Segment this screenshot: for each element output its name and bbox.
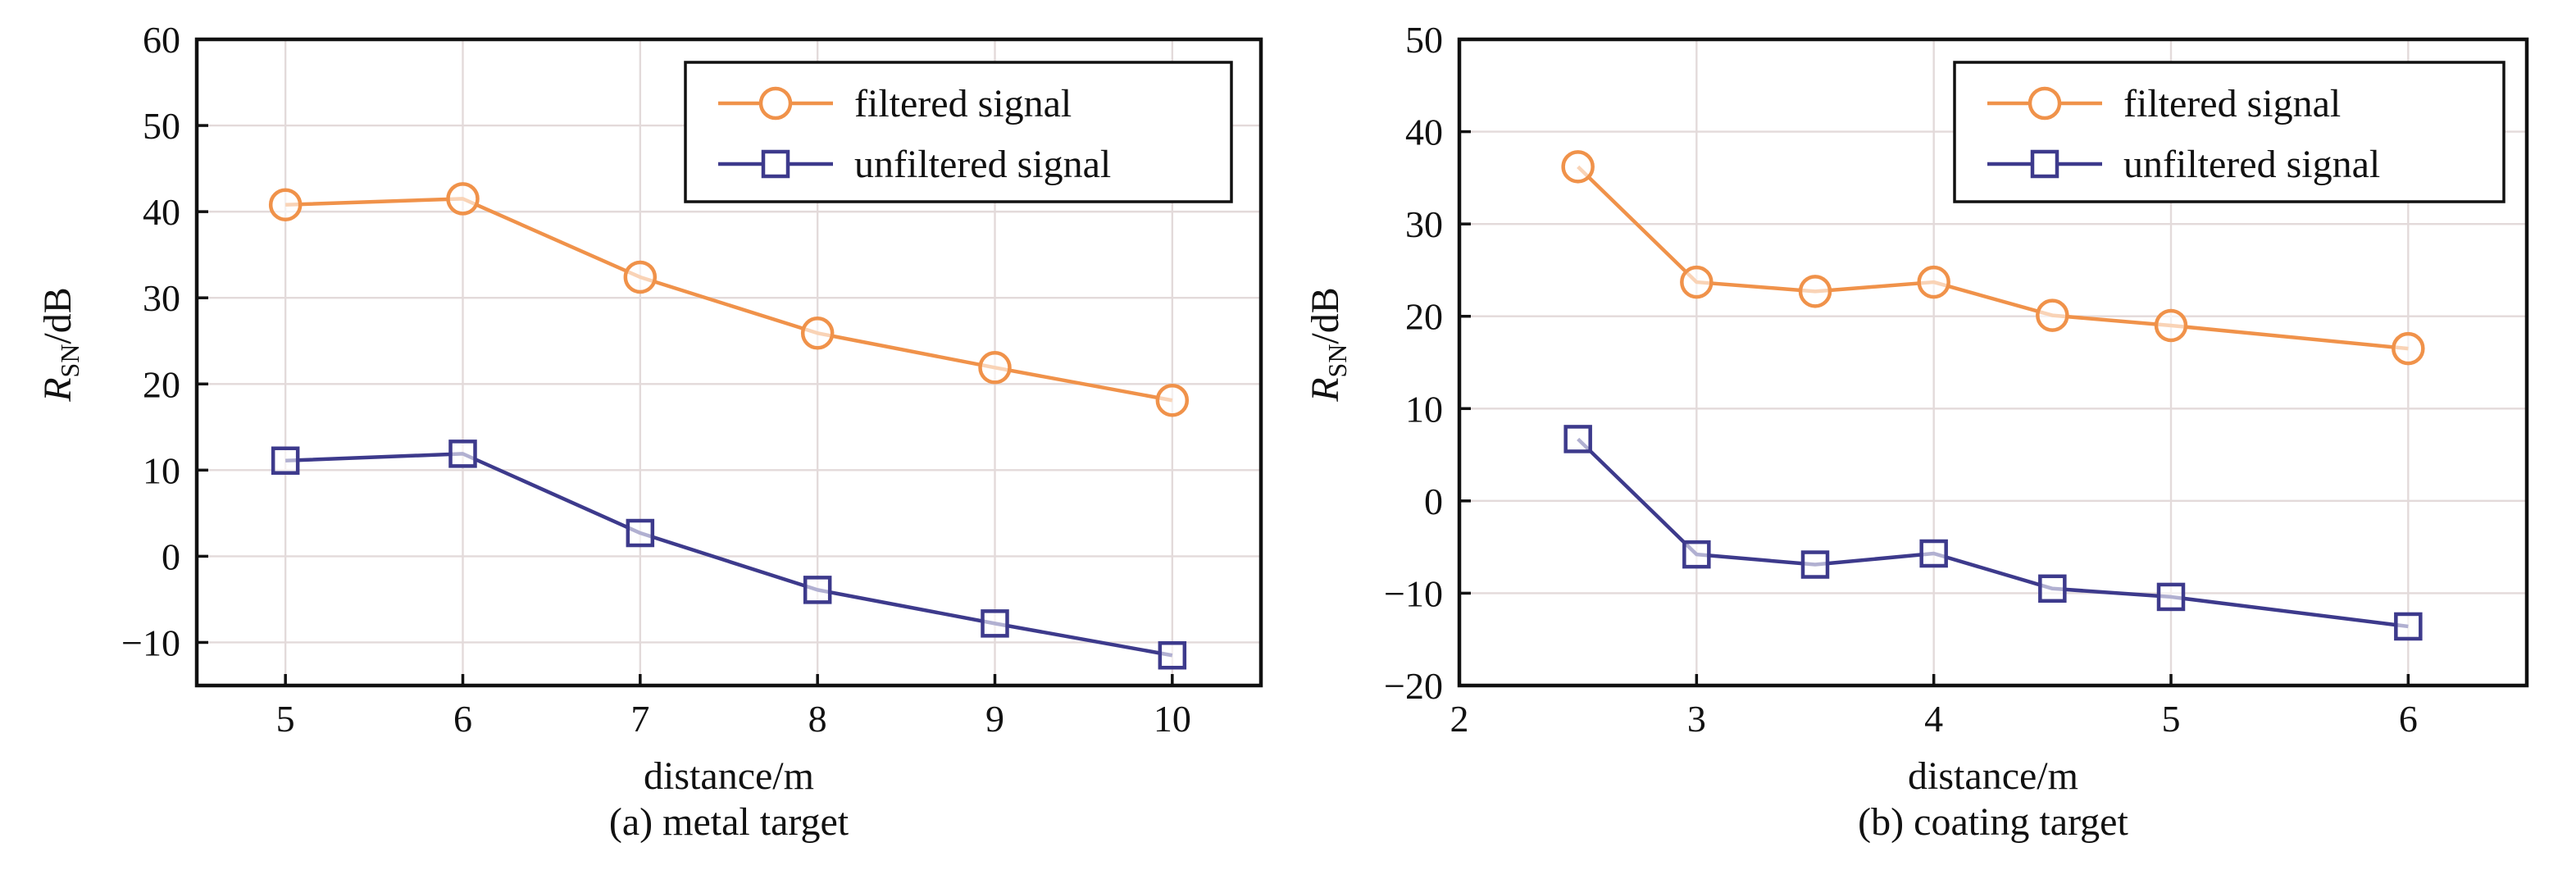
series-filtered [268,182,1190,417]
y-axis-label: RSN/dB [36,287,84,403]
legend-item-unfiltered: unfiltered signal [718,143,1111,186]
y-tick-label: −10 [1384,572,1443,614]
y-tick-label: 40 [143,191,180,233]
x-tick-label: 6 [2399,698,2418,740]
data-point-square [1800,550,1830,579]
legend-item-unfiltered: unfiltered signal [1987,143,2380,186]
data-point-square [271,446,300,476]
data-point-circle [2392,331,2425,366]
legend-marker-circle [758,86,793,121]
data-point-square [2394,612,2423,641]
legend-marker-square [761,149,790,179]
series-unfiltered [1563,425,2423,641]
data-point-circle [1680,265,1714,299]
data-point-square [1919,539,1948,568]
y-axis-label-unit: /dB [1304,287,1347,344]
data-point-square [448,440,477,468]
data-point-square [2156,582,2186,612]
y-tick-label: 60 [143,19,180,61]
series-line [285,197,1173,403]
y-tick-label: 30 [1405,203,1443,245]
legend-box [684,61,1233,203]
axis-ticks: 5 6 7 8 9 10 −10 0 10 20 30 40 50 60 [121,19,1191,740]
axis-ticks: 2 3 4 5 6 −20 −10 0 10 20 30 40 50 [1384,19,2418,740]
chart-caption: (b) coating target [1858,800,2128,844]
plot-frame [1457,37,2529,688]
data-point-square [803,576,832,604]
data-point-circle [1917,265,1950,299]
legend-marker-circle [2028,86,2062,121]
legend: filtered signal unfiltered signal [1953,61,2505,203]
data-point-circle [978,351,1012,385]
x-tick-label: 7 [630,698,649,740]
data-point-circle [1155,383,1190,417]
y-tick-label: 50 [1405,19,1443,61]
data-point-circle [2154,308,2188,343]
data-point-circle [268,188,303,221]
y-axis-label-sub: SN [55,344,84,378]
x-tick-label: 6 [453,698,472,740]
y-axis-label-main: R [36,377,80,402]
data-point-square [981,609,1009,638]
chart-caption: (a) metal target [609,800,849,844]
data-point-circle [446,182,480,216]
y-tick-label: 30 [143,277,180,319]
data-point-circle [1561,150,1595,184]
x-tick-label: 5 [2162,698,2181,740]
data-point-circle [2036,298,2069,332]
series-filtered [1561,150,2425,366]
y-tick-label: 10 [1405,388,1443,430]
data-point-square [1563,425,1592,453]
legend-box [1953,61,2505,203]
data-point-circle [1798,275,1832,308]
data-point-square [1682,540,1711,569]
data-point-square [2038,574,2067,604]
x-tick-label: 8 [808,698,827,740]
data-point-square [1158,640,1187,670]
y-tick-label: 0 [1424,481,1443,522]
legend-marker-square [2030,149,2059,179]
x-tick-label: 10 [1154,698,1191,740]
x-tick-label: 3 [1687,698,1706,740]
legend-label: unfiltered signal [854,143,1111,186]
y-tick-label: 20 [1405,296,1443,338]
legend-label: filtered signal [2123,82,2341,125]
x-tick-label: 2 [1450,698,1469,740]
plot-frame [194,37,1263,688]
y-tick-label: 20 [143,363,180,405]
y-tick-label: 10 [143,449,180,491]
legend-label: filtered signal [854,82,1072,125]
series-unfiltered [271,440,1187,670]
y-tick-label: 40 [1405,112,1443,153]
y-tick-label: 0 [162,535,180,577]
y-tick-label: 50 [143,105,180,147]
y-axis-label-main: R [1304,377,1347,402]
series-line [285,452,1173,658]
y-tick-label: −10 [121,622,180,663]
y-axis-label-sub: SN [1322,344,1352,378]
chart-panel-metal-target: 5 6 7 8 9 10 −10 0 10 20 30 40 50 60 distance/m RSN/dB f… [36,19,1263,844]
y-tick-label: −20 [1384,665,1443,707]
x-axis-label: distance/m [1908,754,2078,798]
data-point-square [626,518,655,548]
legend: filtered signal unfiltered signal [684,61,1233,203]
chart-panel-coating-target: 2 3 4 5 6 −20 −10 0 10 20 30 40 50 distance/m RSN/dB fi… [1304,19,2529,844]
y-axis-label: RSN/dB [1304,287,1352,403]
x-tick-label: 4 [1924,698,1943,740]
legend-item-filtered: filtered signal [1987,82,2341,125]
y-axis-label-unit: /dB [36,287,80,344]
x-axis-label: distance/m [644,754,814,798]
legend-label: unfiltered signal [2123,143,2380,186]
legend-item-filtered: filtered signal [718,82,1072,125]
data-point-circle [623,260,658,294]
data-point-circle [800,317,835,350]
x-tick-label: 9 [985,698,1004,740]
x-tick-label: 5 [276,698,295,740]
